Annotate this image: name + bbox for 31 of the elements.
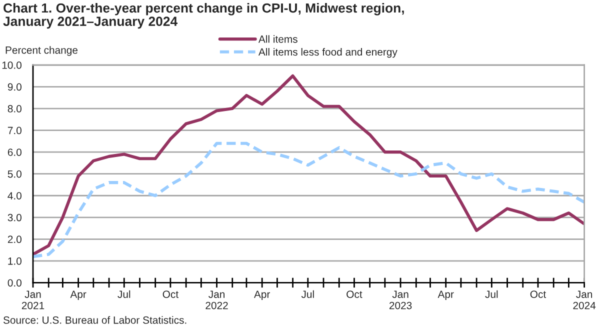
x-tick-label: Jan 2021: [22, 290, 44, 310]
x-tick-label: Apr: [70, 290, 86, 300]
y-tick-label: 1.0: [8, 257, 22, 265]
x-tick-label: Apr: [438, 290, 454, 300]
y-axis-title: Percent change: [6, 46, 78, 56]
x-tick-label: Jul: [301, 290, 314, 298]
y-tick-label: 0.0: [8, 279, 22, 287]
y-tick-label: 8.0: [8, 105, 22, 112]
y-tick-label: 4.0: [8, 192, 22, 200]
x-tick-label: Jan 2024: [573, 290, 596, 310]
y-tick-label: 2.0: [8, 236, 22, 244]
legend-label: All items less food and energy: [258, 48, 398, 58]
x-tick-label: Jul: [118, 290, 130, 298]
x-tick-label: Apr: [254, 290, 270, 300]
x-tick-label: Oct: [530, 290, 546, 298]
line-series: [33, 142, 584, 258]
y-tick-label: 6.0: [8, 148, 22, 156]
chart-title: Chart 1. Over-the-year percent change in CPI-U, Midwest region, January 2021–January 2024: [3, 3, 404, 29]
x-tick-label: Oct: [346, 290, 362, 298]
y-tick-label: 10.0: [2, 62, 22, 69]
line-series: [33, 74, 584, 256]
x-tick-label: Jan 2023: [389, 290, 412, 310]
y-tick-label: 7.0: [8, 126, 22, 134]
x-tick-label: Jul: [485, 290, 498, 298]
y-tick-label: 9.0: [8, 83, 22, 91]
source-note: Source: U.S. Bureau of Labor Statistics.: [3, 316, 186, 324]
y-tick-label: 3.0: [8, 214, 22, 222]
x-tick-label: Jan 2022: [206, 290, 228, 310]
x-tick-label: Oct: [162, 290, 178, 298]
legend-label: All items: [258, 35, 298, 43]
y-tick-label: 5.0: [8, 170, 22, 178]
